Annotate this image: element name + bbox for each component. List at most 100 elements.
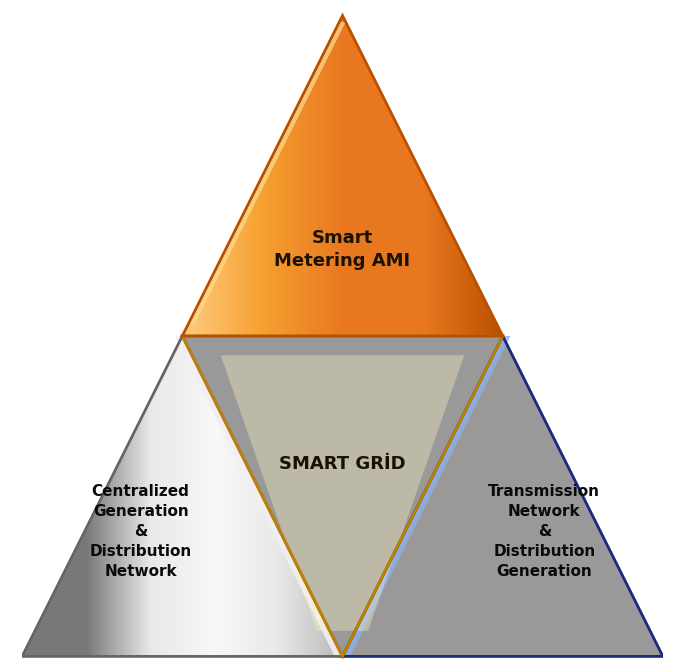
Polygon shape [221,355,464,631]
Polygon shape [33,630,36,657]
Polygon shape [185,325,188,336]
Polygon shape [476,283,479,336]
Polygon shape [308,80,310,336]
Polygon shape [337,646,340,657]
Polygon shape [238,218,241,336]
Polygon shape [305,582,308,657]
Polygon shape [409,149,412,336]
Polygon shape [265,501,268,657]
Polygon shape [295,560,297,657]
Polygon shape [193,358,196,657]
Polygon shape [46,603,49,657]
Polygon shape [54,587,57,657]
Polygon shape [257,181,260,336]
Polygon shape [372,75,375,336]
Polygon shape [471,272,473,336]
Polygon shape [182,331,185,336]
Polygon shape [206,384,209,657]
Text: Centralized
Generation
&
Distribution
Network: Centralized Generation & Distribution Ne… [90,485,192,579]
Polygon shape [438,208,441,336]
Polygon shape [193,309,196,336]
Polygon shape [212,272,214,336]
Polygon shape [278,138,281,336]
Polygon shape [276,144,278,336]
Polygon shape [201,374,203,657]
Polygon shape [273,149,276,336]
Polygon shape [342,15,345,336]
Polygon shape [220,411,223,657]
Polygon shape [375,80,377,336]
Polygon shape [468,267,471,336]
Polygon shape [492,314,495,336]
Polygon shape [212,394,214,657]
Polygon shape [188,320,190,336]
Polygon shape [399,128,401,336]
Polygon shape [174,347,177,657]
Polygon shape [310,592,313,657]
Polygon shape [332,635,334,657]
Polygon shape [344,336,510,657]
Polygon shape [281,534,284,657]
Polygon shape [38,619,41,657]
Polygon shape [36,624,38,657]
Polygon shape [428,186,431,336]
Polygon shape [319,608,321,657]
Polygon shape [436,202,438,336]
Polygon shape [65,566,68,657]
Polygon shape [284,128,286,336]
Polygon shape [196,363,199,657]
Polygon shape [254,480,257,657]
Polygon shape [327,42,329,336]
Polygon shape [113,470,116,657]
Polygon shape [177,341,179,657]
Polygon shape [238,448,241,657]
Polygon shape [390,112,393,336]
Polygon shape [22,651,25,657]
Polygon shape [206,283,209,336]
Polygon shape [214,400,217,657]
Polygon shape [458,245,460,336]
Polygon shape [431,192,434,336]
Polygon shape [479,288,482,336]
Polygon shape [268,507,271,657]
Polygon shape [286,122,289,336]
Polygon shape [441,213,444,336]
Polygon shape [300,571,303,657]
Polygon shape [348,26,351,336]
Polygon shape [233,437,236,657]
Polygon shape [81,534,84,657]
Polygon shape [329,630,332,657]
Polygon shape [225,245,227,336]
Polygon shape [316,64,319,336]
Polygon shape [420,171,423,336]
Polygon shape [164,368,166,657]
Polygon shape [137,421,140,657]
Polygon shape [121,454,123,657]
Polygon shape [190,314,193,336]
Polygon shape [251,475,254,657]
Polygon shape [247,202,249,336]
Polygon shape [260,176,262,336]
Polygon shape [260,491,262,657]
Polygon shape [444,218,447,336]
Polygon shape [295,106,297,336]
Polygon shape [134,427,137,657]
Polygon shape [455,240,458,336]
Polygon shape [70,555,73,657]
Polygon shape [62,571,65,657]
Polygon shape [140,416,142,657]
Polygon shape [329,37,332,336]
Polygon shape [199,298,201,336]
Polygon shape [417,165,420,336]
Polygon shape [190,352,193,657]
Polygon shape [172,352,174,657]
Polygon shape [247,464,249,657]
Polygon shape [147,400,150,657]
Polygon shape [209,278,212,336]
Polygon shape [414,160,417,336]
Polygon shape [99,496,102,657]
Polygon shape [155,384,158,657]
Polygon shape [230,235,233,336]
Polygon shape [273,517,276,657]
Polygon shape [209,389,212,657]
